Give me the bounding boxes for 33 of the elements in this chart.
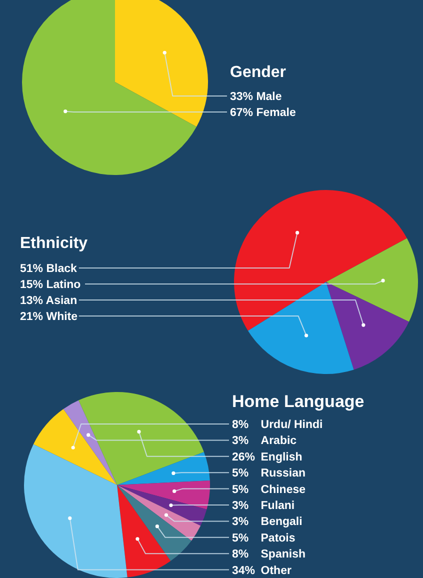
text: Ethnicity [20, 235, 88, 252]
slice-label: 13% Asian [20, 295, 78, 307]
pie-slice [33, 409, 117, 485]
slice-label: 67% Female [230, 107, 296, 119]
pie-slice [117, 485, 192, 561]
text: Gender [230, 64, 286, 81]
pie-slice [117, 480, 210, 510]
slice-label: 26% English [232, 451, 302, 464]
pie-slice [117, 485, 201, 541]
pie-slice [78, 392, 204, 485]
pie-slice [117, 485, 171, 578]
pie-slice [117, 452, 210, 485]
slice-label: 3% Bengali [232, 516, 302, 528]
slice-label: 34% Other [232, 564, 292, 577]
slice-label: 5% Patois [232, 532, 296, 544]
pie-slice [326, 238, 418, 322]
pie-slice [117, 485, 207, 526]
slice-label: 5% Russian [232, 468, 306, 480]
pie-slice [326, 282, 409, 370]
slice-label: 33% Male [230, 91, 282, 103]
chart-title: Home Language [232, 392, 364, 411]
pie-slice [63, 400, 117, 485]
pie-slice [24, 444, 128, 578]
slice-label: 3% Arabic [232, 435, 298, 448]
slice-label: 8% Urdu/ Hindi [232, 419, 323, 431]
pie-slice [248, 282, 354, 374]
slice-label: 51% Black [20, 263, 78, 275]
slice-label: 15% Latino [20, 279, 81, 291]
slice-label: 3% Fulani [232, 500, 295, 512]
slice-label: 5% Chinese [232, 484, 306, 496]
slice-label: 21% White [20, 311, 78, 323]
slice-label: 8% Spanish [232, 548, 306, 561]
pie-slice [234, 190, 407, 331]
